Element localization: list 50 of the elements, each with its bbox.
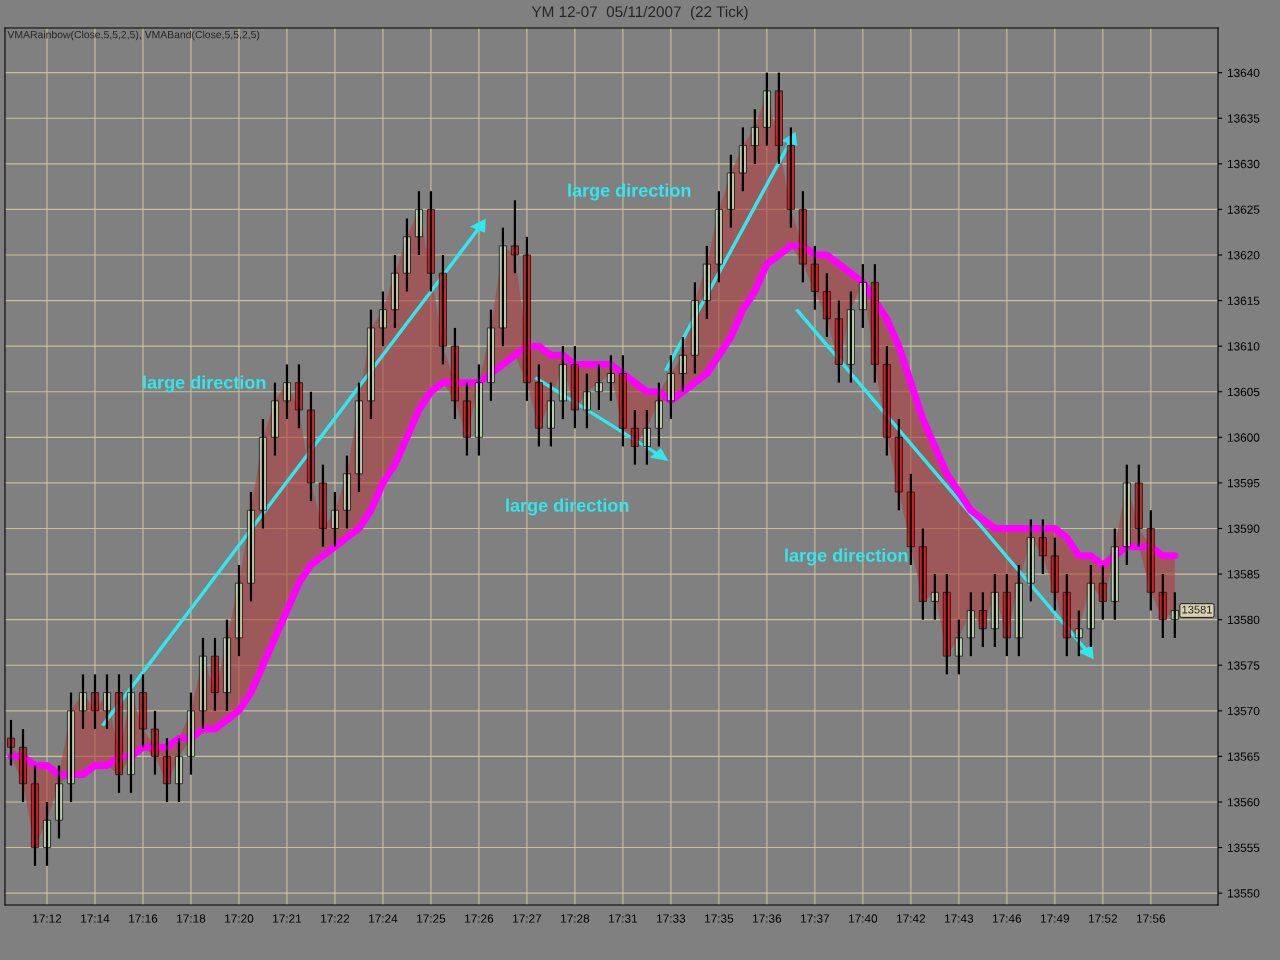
chart-subtitle: VMARainbow(Close,5,5,2,5), VMABand(Close,5,5,2,5) [7, 30, 260, 41]
y-tick-label: 13610 [1227, 342, 1260, 351]
y-tick-label: 13555 [1227, 843, 1260, 852]
y-tick-label: 13595 [1227, 478, 1260, 488]
x-tick-label: 17:36 [753, 914, 782, 923]
y-tick-label: 13570 [1227, 706, 1260, 716]
x-tick-label: 17:25 [417, 914, 446, 923]
x-tick-label: 17:35 [705, 914, 734, 923]
y-tick-label: 13635 [1227, 114, 1260, 123]
x-tick-label: 17:12 [33, 914, 62, 923]
y-tick-label: 13575 [1227, 661, 1260, 670]
annotation: large direction [143, 375, 266, 393]
x-tick-label: 17:14 [81, 914, 110, 923]
y-tick-label: 13565 [1227, 752, 1260, 761]
y-tick-label: 13590 [1227, 524, 1260, 533]
y-tick-label: 13580 [1227, 615, 1260, 625]
x-tick-label: 17:37 [801, 914, 830, 923]
chart-title: YM 12-07 05/11/2007 (22 Tick) [531, 5, 748, 21]
x-tick-label: 17:40 [848, 914, 878, 923]
x-tick-label: 17:56 [1136, 914, 1166, 923]
x-tick-label: 17:26 [465, 914, 494, 923]
y-tick-label: 13620 [1227, 251, 1260, 260]
y-tick-label: 13630 [1227, 159, 1260, 169]
x-tick-label: 17:33 [657, 914, 686, 923]
y-tick-label: 13605 [1227, 387, 1260, 397]
annotation: large direction [785, 548, 908, 566]
x-tick-label: 17:20 [225, 914, 254, 923]
x-tick-label: 17:49 [1040, 914, 1070, 923]
x-tick-label: 17:46 [992, 914, 1022, 923]
y-tick-label: 13560 [1227, 798, 1260, 807]
x-tick-label: 17:52 [1088, 914, 1117, 923]
y-tick-label: 13615 [1227, 296, 1260, 305]
x-tick-label: 17:31 [609, 914, 638, 923]
x-tick-label: 17:43 [944, 914, 974, 923]
x-tick-label: 17:27 [513, 914, 542, 923]
x-tick-label: 17:28 [561, 914, 590, 923]
y-tick-label: 13550 [1227, 889, 1260, 898]
x-tick-label: 17:16 [129, 914, 158, 923]
y-tick-label: 13640 [1227, 68, 1260, 78]
x-tick-label: 17:18 [177, 914, 206, 923]
x-tick-label: 17:22 [321, 914, 350, 923]
y-tick-label: 13625 [1227, 205, 1260, 214]
y-tick-label: 13585 [1227, 570, 1260, 579]
y-tick-label: 13600 [1227, 433, 1260, 442]
x-tick-label: 17:24 [369, 914, 398, 923]
text: 13581 [1182, 605, 1212, 614]
annotation: large direction [568, 183, 691, 201]
x-tick-label: 17:42 [896, 914, 926, 923]
x-tick-label: 17:21 [273, 914, 302, 923]
annotation: large direction [506, 498, 629, 516]
